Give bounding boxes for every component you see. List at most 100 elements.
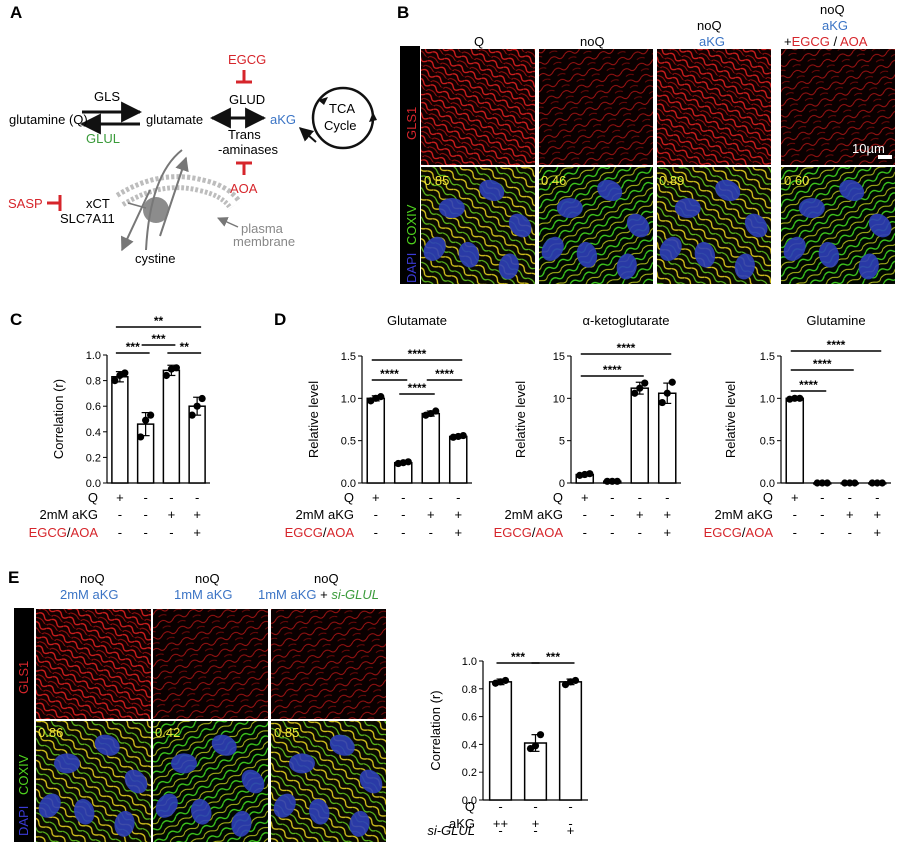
- condition-mark: -: [583, 507, 587, 522]
- y-tick-label: 15: [553, 351, 565, 363]
- panel-e-micrographs: GLS1 COXIV DAPI noQ 2mM aKG noQ 1mM aKG …: [14, 571, 386, 842]
- y-tick-label: 1.0: [462, 656, 477, 668]
- y-tick-label: 10: [553, 393, 565, 405]
- b-nucleus: [576, 241, 598, 268]
- data-point: [377, 393, 385, 401]
- condition-mark: +: [427, 507, 435, 522]
- label-trans: Trans: [228, 127, 261, 142]
- b-gls1-image: [539, 49, 653, 165]
- e-nucleus: [231, 810, 252, 837]
- aoa-inhibitor-icon: [236, 161, 252, 175]
- label-glutamate: glutamate: [146, 112, 203, 127]
- condition-mark: -: [610, 490, 614, 505]
- y-tick-label: 0.0: [341, 478, 356, 490]
- data-point: [791, 394, 799, 402]
- corr-label-noq: 0.46: [541, 173, 566, 188]
- condition-mark: -: [456, 490, 460, 505]
- channel-label-coxiv-b: COXIV: [404, 204, 419, 245]
- data-point: [137, 433, 145, 441]
- channel-label-gls1-e: GLS1: [16, 661, 31, 694]
- condition-mark: -: [820, 525, 824, 540]
- b-nucleus: [458, 241, 480, 268]
- bar: [785, 397, 805, 484]
- e-header1-line1: noQ: [80, 571, 105, 586]
- label-plasma: plasma: [241, 221, 284, 236]
- bar: [111, 376, 129, 484]
- y-tick-label: 0.5: [760, 436, 775, 448]
- y-tick-label: 0.8: [462, 684, 477, 696]
- y-tick-label: 5: [559, 436, 565, 448]
- condition-mark: -: [583, 525, 587, 540]
- condition-mark: -: [169, 490, 173, 505]
- b-nucleus: [858, 253, 879, 280]
- condition-mark: +: [454, 507, 462, 522]
- significance-label: ****: [827, 338, 846, 352]
- e-nucleus: [114, 810, 135, 837]
- corr-label-noq-akg: 0.89: [659, 173, 684, 188]
- chart-d-akg: α-ketoglutarate 0 5 10 15 Relative level **** *…: [494, 313, 681, 540]
- significance-label: **: [154, 314, 164, 328]
- condition-mark: -: [374, 507, 378, 522]
- label-tca: TCA: [329, 101, 355, 116]
- condition-row-label: 2mM aKG: [295, 507, 354, 522]
- condition-row-label: 2mM aKG: [504, 507, 563, 522]
- e-nucleus: [74, 798, 95, 825]
- condition-mark: +: [168, 507, 176, 522]
- condition-mark: +: [532, 816, 540, 831]
- condition-mark: -: [169, 525, 173, 540]
- condition-label-part: EGCG: [494, 525, 532, 540]
- b-nucleus: [818, 241, 840, 268]
- b-nucleus: [694, 241, 716, 268]
- condition-mark: -: [568, 816, 572, 831]
- data-point: [658, 398, 666, 407]
- condition-mark: +: [454, 525, 462, 540]
- e-nucleus: [273, 793, 296, 818]
- significance-label: ***: [126, 340, 140, 354]
- y-axis-label: Relative level: [723, 381, 738, 458]
- condition-row-label: Q: [88, 490, 98, 505]
- condition-label-part: /: [532, 525, 536, 540]
- significance-label: ****: [799, 378, 818, 392]
- b-nucleus: [438, 197, 465, 218]
- condition-mark: -: [401, 507, 405, 522]
- condition-row-label: EGCG/AOA: [285, 525, 355, 540]
- e-corr-label-3: 0.85: [274, 725, 299, 740]
- bar: [657, 392, 677, 484]
- bar: [366, 397, 386, 484]
- condition-row-label: EGCG/AOA: [494, 525, 564, 540]
- b-nucleus: [616, 253, 637, 280]
- condition-mark: -: [118, 507, 122, 522]
- e-corr-label-1: 0.86: [38, 725, 63, 740]
- b-nucleus: [479, 179, 505, 201]
- chart-d-glutamate: Glutamate 0.0 0.5 1.0 1.5 Relative level **** *…: [285, 313, 472, 540]
- data-point: [668, 378, 676, 386]
- y-tick-label: 0.4: [86, 427, 101, 439]
- panel-label-e: E: [8, 568, 19, 587]
- y-axis-label: Relative level: [306, 381, 321, 458]
- e-nucleus: [289, 753, 315, 774]
- y-tick-label: 0: [559, 478, 565, 490]
- condition-mark: +: [873, 525, 881, 540]
- label-glutamine: glutamine (Q): [9, 112, 88, 127]
- condition-mark: +: [581, 490, 589, 505]
- condition-row-label: si-GLUL: [427, 823, 475, 838]
- condition-mark: +: [791, 490, 799, 505]
- condition-mark: -: [610, 507, 614, 522]
- condition-mark: -: [793, 507, 797, 522]
- data-point: [636, 384, 644, 392]
- y-axis-label: Correlation (r): [428, 690, 443, 770]
- data-point: [603, 477, 611, 485]
- condition-mark: -: [429, 525, 433, 540]
- condition-mark: +: [193, 525, 201, 540]
- channel-label-gls1-b: GLS1: [404, 107, 419, 140]
- b-nucleus: [798, 197, 825, 218]
- condition-mark: +: [116, 490, 124, 505]
- e-nucleus: [38, 793, 61, 818]
- channel-label-dapi-e: DAPI: [16, 806, 31, 836]
- e-nucleus: [329, 734, 355, 756]
- condition-mark: -: [820, 490, 824, 505]
- data-point: [432, 407, 440, 415]
- panel-label-d: D: [274, 310, 286, 329]
- y-tick-label: 0.6: [86, 401, 101, 413]
